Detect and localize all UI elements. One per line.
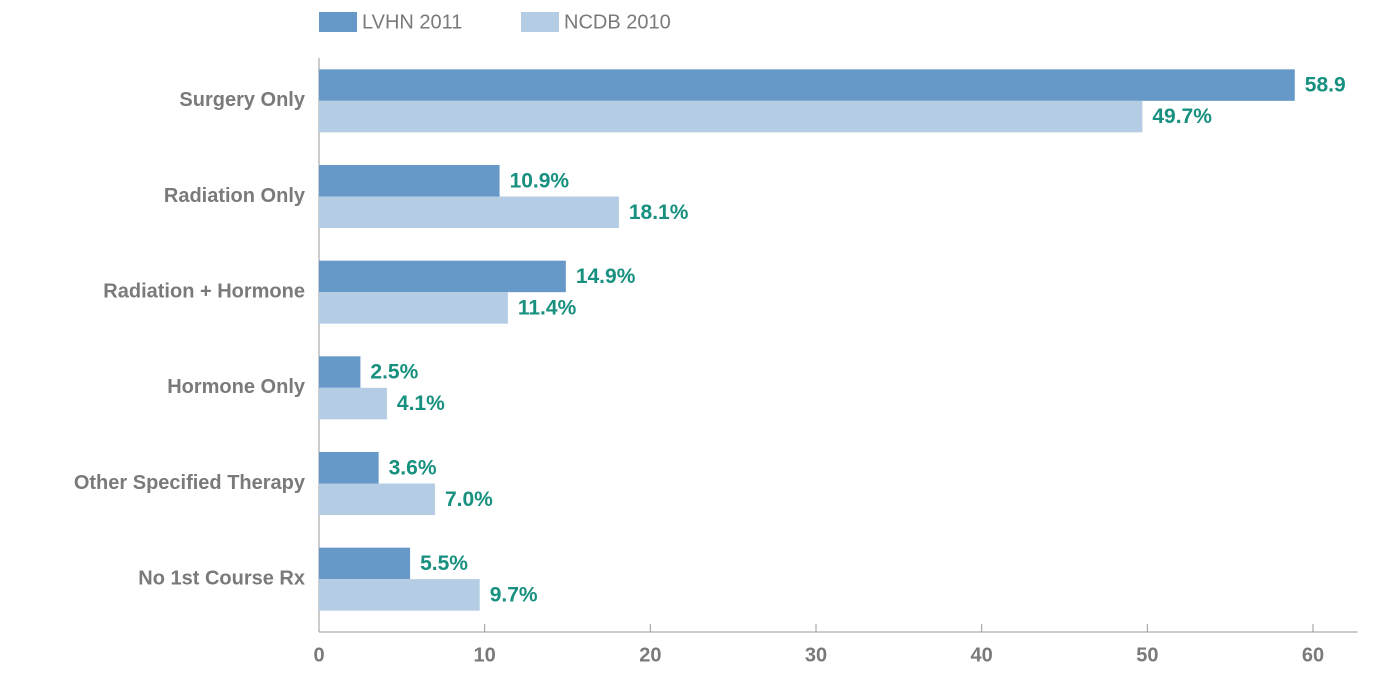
category-label: Other Specified Therapy: [74, 472, 306, 494]
category-label: Hormone Only: [167, 376, 306, 398]
data-label: 2.5%: [370, 361, 418, 384]
bar: [319, 483, 435, 515]
data-label: 58.9: [1305, 74, 1346, 97]
x-tick-label: 20: [639, 644, 661, 666]
data-label: 10.9%: [510, 169, 570, 192]
category-label: Radiation Only: [164, 185, 306, 207]
category-label: No 1st Course Rx: [138, 567, 305, 589]
legend-label: NCDB 2010: [564, 11, 671, 33]
bar: [319, 260, 566, 293]
bar: [319, 165, 500, 197]
data-label: 18.1%: [629, 201, 689, 224]
bar: [319, 452, 379, 484]
x-tick-label: 0: [313, 644, 324, 666]
category-label: Surgery Only: [179, 89, 305, 111]
bar: [319, 547, 411, 580]
data-label: 5.5%: [420, 552, 468, 575]
bar: [319, 387, 387, 420]
bar: [319, 196, 619, 228]
bar: [319, 292, 508, 324]
data-label: 3.6%: [389, 456, 437, 479]
bar: [319, 356, 361, 388]
legend-label: LVHN 2011: [362, 11, 462, 33]
legend-swatch: [521, 12, 559, 32]
legend-swatch: [319, 12, 357, 32]
data-label: 7.0%: [445, 488, 493, 511]
bar: [319, 579, 480, 611]
x-tick-label: 30: [805, 644, 827, 666]
data-label: 11.4%: [518, 296, 577, 319]
data-label: 9.7%: [490, 583, 538, 606]
x-tick-label: 50: [1136, 644, 1158, 666]
bar: [319, 100, 1143, 133]
data-label: 4.1%: [397, 392, 445, 415]
data-label: 14.9%: [576, 265, 636, 288]
x-tick-label: 60: [1302, 644, 1324, 666]
category-label: Radiation + Hormone: [103, 280, 305, 302]
data-label: 49.7%: [1152, 105, 1212, 128]
bar: [319, 69, 1295, 101]
x-tick-label: 40: [971, 644, 993, 666]
x-tick-label: 10: [474, 644, 496, 666]
